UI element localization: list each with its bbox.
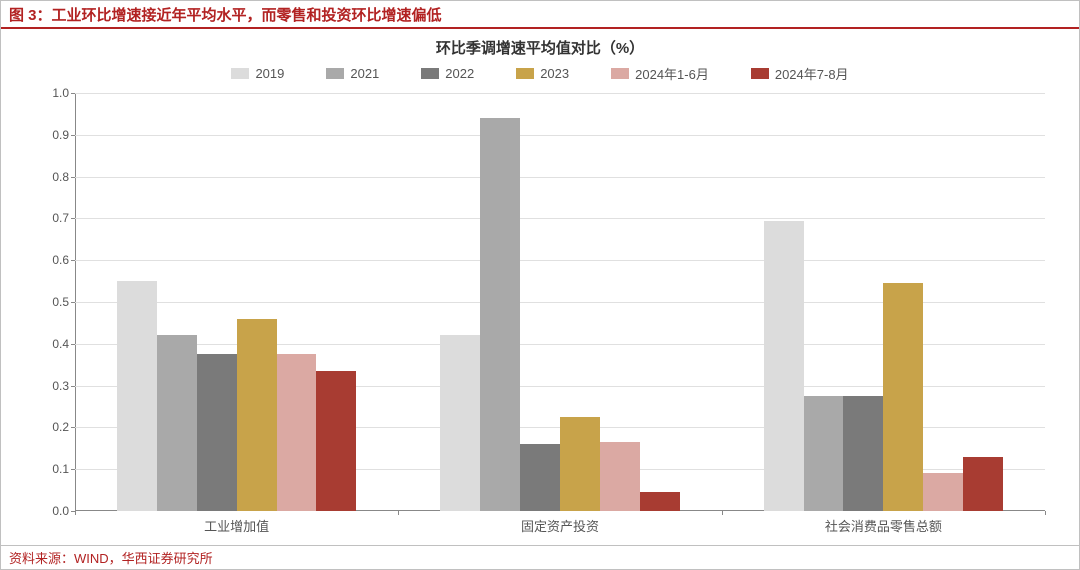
legend-item: 2019 <box>231 64 284 83</box>
figure-container: 图 3：工业环比增速接近年平均水平，而零售和投资环比增速偏低 环比季调增速平均值… <box>0 0 1080 570</box>
bar <box>480 118 520 511</box>
y-tick-label: 0.8 <box>35 170 69 184</box>
legend-swatch <box>611 68 629 79</box>
bar <box>923 473 963 511</box>
x-category-label: 固定资产投资 <box>521 516 599 535</box>
y-tick-mark <box>71 386 75 387</box>
y-tick-mark <box>71 344 75 345</box>
y-tick-mark <box>71 302 75 303</box>
legend-label: 2022 <box>445 66 474 81</box>
legend-swatch <box>751 68 769 79</box>
y-tick-label: 0.0 <box>35 504 69 518</box>
bar <box>963 457 1003 511</box>
bar <box>560 417 600 511</box>
chart-area: 环比季调增速平均值对比（%） 2019 2021 2022 2023 2024年1-6月… <box>1 29 1079 545</box>
bar <box>440 335 480 511</box>
bar <box>600 442 640 511</box>
x-tick-mark <box>1045 511 1046 515</box>
plot-area: 0.00.10.20.30.40.50.60.70.80.91.0工业增加值固定… <box>75 93 1045 511</box>
bar <box>764 221 804 512</box>
legend-swatch <box>231 68 249 79</box>
bar <box>316 371 356 511</box>
bar <box>804 396 844 511</box>
y-tick-label: 0.2 <box>35 420 69 434</box>
y-tick-mark <box>71 177 75 178</box>
bar <box>277 354 317 511</box>
y-tick-label: 0.6 <box>35 253 69 267</box>
gridline <box>75 93 1045 94</box>
y-tick-mark <box>71 218 75 219</box>
bar <box>843 396 883 511</box>
x-tick-mark <box>722 511 723 515</box>
legend-item: 2023 <box>516 64 569 83</box>
legend: 2019 2021 2022 2023 2024年1-6月 2024年7-8月 <box>25 64 1055 83</box>
bar <box>520 444 560 511</box>
bar <box>237 319 277 511</box>
legend-swatch <box>326 68 344 79</box>
figure-footer: 资料来源：WIND，华西证券研究所 <box>1 545 1079 569</box>
figure-caption: 图 3：工业环比增速接近年平均水平，而零售和投资环比增速偏低 <box>9 4 442 25</box>
source-text: 资料来源：WIND，华西证券研究所 <box>9 548 213 567</box>
y-tick-label: 0.5 <box>35 295 69 309</box>
legend-item: 2024年7-8月 <box>751 64 849 83</box>
legend-label: 2024年1-6月 <box>635 64 709 83</box>
y-tick-mark <box>71 93 75 94</box>
legend-label: 2024年7-8月 <box>775 64 849 83</box>
legend-item: 2022 <box>421 64 474 83</box>
chart-title: 环比季调增速平均值对比（%） <box>25 37 1055 58</box>
x-category-label: 社会消费品零售总额 <box>825 516 942 535</box>
y-tick-mark <box>71 469 75 470</box>
x-tick-mark <box>75 511 76 515</box>
x-tick-mark <box>398 511 399 515</box>
y-tick-label: 0.9 <box>35 128 69 142</box>
bar <box>883 283 923 511</box>
gridline <box>75 177 1045 178</box>
legend-label: 2021 <box>350 66 379 81</box>
figure-header: 图 3：工业环比增速接近年平均水平，而零售和投资环比增速偏低 <box>1 1 1079 29</box>
y-tick-label: 0.1 <box>35 462 69 476</box>
y-tick-mark <box>71 427 75 428</box>
bar <box>157 335 197 511</box>
bar <box>117 281 157 511</box>
legend-swatch <box>421 68 439 79</box>
x-category-label: 工业增加值 <box>204 516 269 535</box>
y-tick-label: 0.4 <box>35 337 69 351</box>
y-tick-label: 0.7 <box>35 211 69 225</box>
y-tick-label: 0.3 <box>35 379 69 393</box>
y-tick-mark <box>71 135 75 136</box>
legend-label: 2019 <box>255 66 284 81</box>
legend-swatch <box>516 68 534 79</box>
gridline <box>75 260 1045 261</box>
y-tick-label: 1.0 <box>35 86 69 100</box>
legend-item: 2021 <box>326 64 379 83</box>
legend-label: 2023 <box>540 66 569 81</box>
legend-item: 2024年1-6月 <box>611 64 709 83</box>
y-tick-mark <box>71 260 75 261</box>
bar <box>197 354 237 511</box>
bar <box>640 492 680 511</box>
gridline <box>75 135 1045 136</box>
gridline <box>75 218 1045 219</box>
